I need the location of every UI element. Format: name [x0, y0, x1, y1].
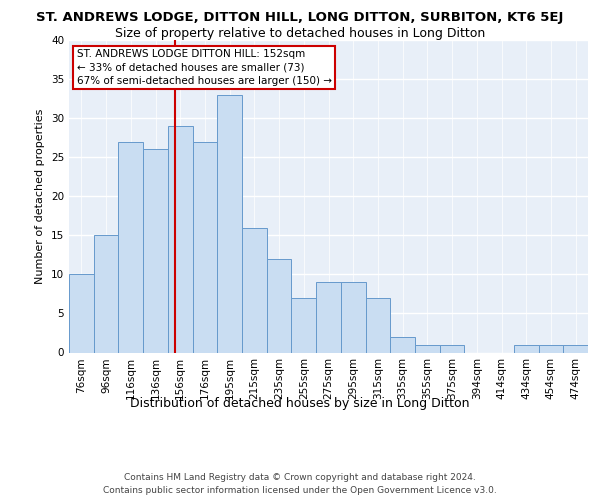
Bar — [365, 298, 390, 352]
Bar — [118, 142, 143, 352]
Bar — [415, 344, 440, 352]
Y-axis label: Number of detached properties: Number of detached properties — [35, 108, 46, 284]
Bar — [69, 274, 94, 352]
Bar — [168, 126, 193, 352]
Bar — [514, 344, 539, 352]
Text: ST. ANDREWS LODGE, DITTON HILL, LONG DITTON, SURBITON, KT6 5EJ: ST. ANDREWS LODGE, DITTON HILL, LONG DIT… — [37, 11, 563, 24]
Bar — [267, 259, 292, 352]
Bar — [563, 344, 588, 352]
Text: Contains HM Land Registry data © Crown copyright and database right 2024.: Contains HM Land Registry data © Crown c… — [124, 472, 476, 482]
Text: Size of property relative to detached houses in Long Ditton: Size of property relative to detached ho… — [115, 28, 485, 40]
Bar — [94, 236, 118, 352]
Bar — [440, 344, 464, 352]
Bar — [292, 298, 316, 352]
Bar — [390, 337, 415, 352]
Text: Contains public sector information licensed under the Open Government Licence v3: Contains public sector information licen… — [103, 486, 497, 495]
Text: ST. ANDREWS LODGE DITTON HILL: 152sqm
← 33% of detached houses are smaller (73)
: ST. ANDREWS LODGE DITTON HILL: 152sqm ← … — [77, 50, 332, 86]
Bar — [316, 282, 341, 352]
Text: Distribution of detached houses by size in Long Ditton: Distribution of detached houses by size … — [130, 398, 470, 410]
Bar — [242, 228, 267, 352]
Bar — [341, 282, 365, 352]
Bar — [539, 344, 563, 352]
Bar — [217, 94, 242, 352]
Bar — [193, 142, 217, 352]
Bar — [143, 150, 168, 352]
